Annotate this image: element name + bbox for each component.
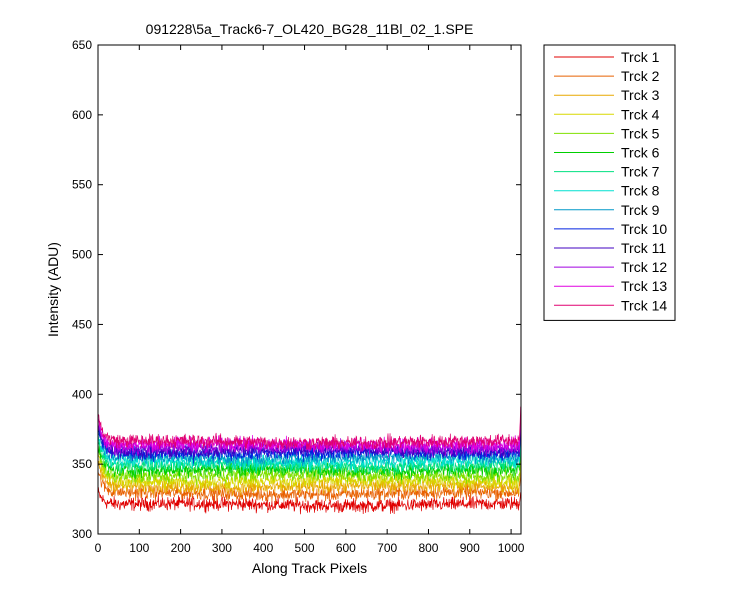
x-tick-label: 700 bbox=[377, 541, 397, 555]
legend-entry: Trck 6 bbox=[554, 145, 660, 161]
x-tick-label: 400 bbox=[253, 541, 273, 555]
legend-label: Trck 12 bbox=[621, 259, 667, 275]
series-line-2 bbox=[97, 471, 521, 504]
legend-label: Trck 14 bbox=[621, 297, 667, 313]
y-tick-label: 400 bbox=[72, 387, 92, 401]
plot-frame bbox=[97, 44, 522, 535]
legend-label: Trck 8 bbox=[621, 183, 660, 199]
legend-label: Trck 2 bbox=[621, 68, 660, 84]
y-tick-label: 600 bbox=[72, 108, 92, 122]
y-axis-label: Intensity (ADU) bbox=[45, 242, 61, 337]
legend-label: Trck 6 bbox=[621, 145, 660, 161]
legend-label: Trck 5 bbox=[621, 125, 660, 141]
x-tick-label: 300 bbox=[212, 541, 232, 555]
x-axis-ticks: 0 100 200 300 400 500 600 700 800 900 1000 bbox=[95, 45, 525, 555]
legend-entry: Trck 11 bbox=[554, 240, 666, 256]
y-tick-label: 450 bbox=[72, 317, 92, 331]
x-tick-label: 800 bbox=[418, 541, 438, 555]
series-line-13 bbox=[97, 414, 521, 454]
series-line-14 bbox=[97, 406, 521, 451]
x-tick-label: 500 bbox=[295, 541, 315, 555]
legend-label: Trck 4 bbox=[621, 106, 660, 122]
legend-entry: Trck 14 bbox=[554, 297, 667, 313]
plot-lines bbox=[97, 406, 521, 515]
legend-entry: Trck 10 bbox=[554, 221, 667, 237]
x-tick-label: 1000 bbox=[498, 541, 525, 555]
y-tick-label: 350 bbox=[72, 457, 92, 471]
legend-label: Trck 11 bbox=[621, 240, 666, 256]
x-tick-label: 900 bbox=[460, 541, 480, 555]
x-tick-label: 200 bbox=[171, 541, 191, 555]
y-axis-ticks: 300 350 400 450 500 550 600 650 bbox=[72, 38, 521, 541]
legend-entry: Trck 2 bbox=[554, 68, 660, 84]
legend-entry: Trck 3 bbox=[554, 87, 660, 103]
legend-entry: Trck 13 bbox=[554, 278, 667, 294]
chart-title: 091228\5a_Track6-7_OL420_BG28_11Bl_02_1.… bbox=[146, 21, 474, 37]
legend-entry: Trck 5 bbox=[554, 125, 660, 141]
legend-box bbox=[543, 44, 676, 321]
legend-label: Trck 10 bbox=[621, 221, 667, 237]
x-axis-label: Along Track Pixels bbox=[252, 560, 367, 576]
x-tick-label: 600 bbox=[336, 541, 356, 555]
legend-label: Trck 1 bbox=[621, 49, 660, 65]
legend-entry: Trck 1 bbox=[554, 49, 660, 65]
legend-label: Trck 3 bbox=[621, 87, 660, 103]
y-tick-label: 550 bbox=[72, 178, 92, 192]
x-tick-label: 100 bbox=[129, 541, 149, 555]
legend-entry: Trck 4 bbox=[554, 106, 660, 122]
legend-entry: Trck 7 bbox=[554, 164, 660, 180]
legend-label: Trck 9 bbox=[621, 202, 660, 218]
x-tick-label: 0 bbox=[95, 541, 102, 555]
series-line-4 bbox=[97, 451, 521, 491]
legend-entry: Trck 9 bbox=[554, 202, 660, 218]
legend-entry: Trck 12 bbox=[554, 259, 667, 275]
series-line-1 bbox=[97, 487, 521, 515]
legend: Trck 1 Trck 2 Trck 3 Trck 4 Trck 5 Trck 6 Trck… bbox=[543, 44, 676, 321]
y-tick-label: 650 bbox=[72, 38, 92, 52]
series-line-5 bbox=[97, 442, 521, 486]
legend-label: Trck 13 bbox=[621, 278, 667, 294]
y-tick-label: 300 bbox=[72, 527, 92, 541]
legend-label: Trck 7 bbox=[621, 164, 660, 180]
series-line-8 bbox=[97, 428, 521, 473]
y-tick-label: 500 bbox=[72, 248, 92, 262]
legend-entry: Trck 8 bbox=[554, 183, 660, 199]
